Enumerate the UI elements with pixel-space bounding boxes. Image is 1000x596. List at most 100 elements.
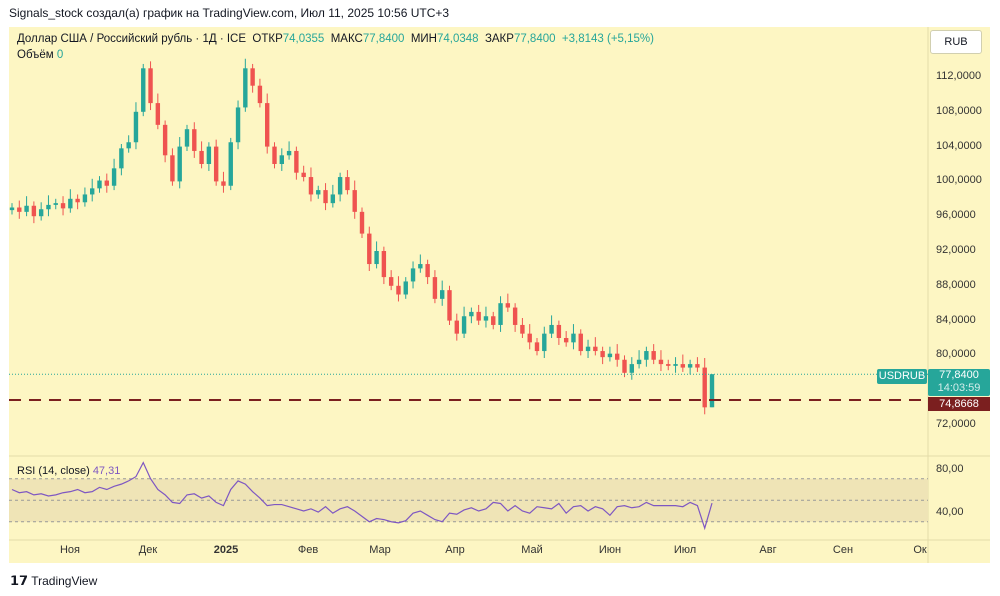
time-tick: Июн [598, 544, 622, 556]
price-tick: 84,0000 [936, 313, 976, 326]
volume-value: 0 [56, 49, 64, 61]
price-tick: 104,0000 [936, 139, 982, 152]
candle-body [636, 359, 642, 365]
time-tick: Авг [759, 544, 777, 556]
candle-body [46, 204, 51, 210]
candle [206, 142, 212, 171]
candle-body [111, 168, 117, 186]
candle-body [141, 68, 146, 112]
candle [687, 359, 693, 375]
candle-body [403, 281, 408, 295]
open-value: 74,0355 [282, 33, 325, 45]
candle-body [381, 251, 387, 278]
candle-body [17, 207, 22, 212]
close-label: ЗАКР [484, 33, 514, 45]
candle [578, 329, 583, 356]
time-tick: Сен [832, 544, 854, 556]
candle-body [600, 351, 605, 358]
candle [549, 315, 554, 338]
candle-body [126, 142, 131, 149]
rsi-label: RSI (14, close) [17, 465, 90, 477]
candle [651, 344, 656, 365]
candle-body [527, 333, 532, 343]
tradingview-logo[interactable]: 𝟭𝟳 TradingView [10, 573, 97, 589]
candle [556, 320, 562, 345]
candle [316, 185, 321, 199]
candle [60, 196, 66, 216]
candle [9, 203, 15, 215]
candle-body [498, 303, 503, 325]
candle-body [607, 353, 613, 358]
candle [527, 324, 532, 350]
candle-body [585, 346, 591, 352]
candle [199, 141, 204, 169]
candle-body [213, 146, 219, 182]
candle [469, 307, 474, 324]
last-price: 77,8400 [939, 369, 979, 381]
candle [381, 246, 387, 285]
candle [221, 171, 226, 193]
candle [410, 261, 416, 289]
symbol-title[interactable]: Доллар США / Российский рубль · 1Д · ICE [17, 33, 247, 45]
candle [359, 207, 365, 238]
candle-body [184, 129, 190, 147]
candle [133, 102, 139, 150]
candle-body [104, 180, 109, 186]
symbol-tag: USDRUB [877, 369, 927, 384]
candle-body [294, 150, 299, 173]
candle-body [228, 142, 233, 186]
candle [585, 339, 591, 359]
candle [286, 141, 292, 160]
candle-body [330, 194, 336, 204]
price-tick: 112,0000 [936, 70, 982, 82]
chart-frame[interactable] [9, 27, 990, 563]
candle-body [658, 359, 664, 365]
time-tick: Фев [297, 544, 319, 556]
candle [403, 277, 408, 299]
candle-body [593, 346, 598, 352]
candle [476, 304, 481, 325]
candle [615, 344, 620, 367]
time-tick: Апр [445, 544, 465, 556]
candle [432, 270, 438, 304]
candle-body [308, 177, 314, 195]
price-tick: 72,0000 [936, 418, 976, 430]
time-tick: Ноя [59, 544, 81, 556]
last-price-tag: 77,8400 14:03:59 [928, 369, 990, 396]
candle-body [316, 190, 321, 195]
candle [440, 280, 445, 306]
candle [104, 173, 109, 193]
candle [542, 326, 547, 359]
candle [534, 338, 540, 356]
candle-body [235, 107, 241, 143]
candle-body [148, 68, 153, 104]
candle [53, 198, 58, 210]
candle-body [272, 146, 277, 164]
currency-button[interactable]: RUB [930, 30, 982, 54]
candle [111, 158, 117, 191]
candle-body [578, 333, 583, 352]
candle [177, 137, 182, 189]
candle [461, 306, 467, 338]
candle-body [170, 155, 175, 182]
candle-body [199, 150, 204, 164]
candle-body [243, 68, 248, 108]
candle-body [483, 316, 489, 321]
candle [162, 120, 168, 163]
candle-body [374, 251, 379, 265]
candle-body [206, 146, 212, 164]
candle-body [702, 367, 707, 408]
candle-body [9, 207, 15, 211]
candle [680, 354, 686, 372]
candle [695, 357, 700, 372]
time-tick: Ок [913, 544, 927, 556]
candle [192, 122, 197, 158]
candle [155, 93, 161, 130]
candle-body [629, 364, 634, 373]
candle [17, 200, 22, 219]
candle-body [133, 111, 139, 143]
candle-body [440, 290, 445, 299]
candle-body [345, 177, 350, 191]
volume-label: Объём [17, 49, 54, 61]
